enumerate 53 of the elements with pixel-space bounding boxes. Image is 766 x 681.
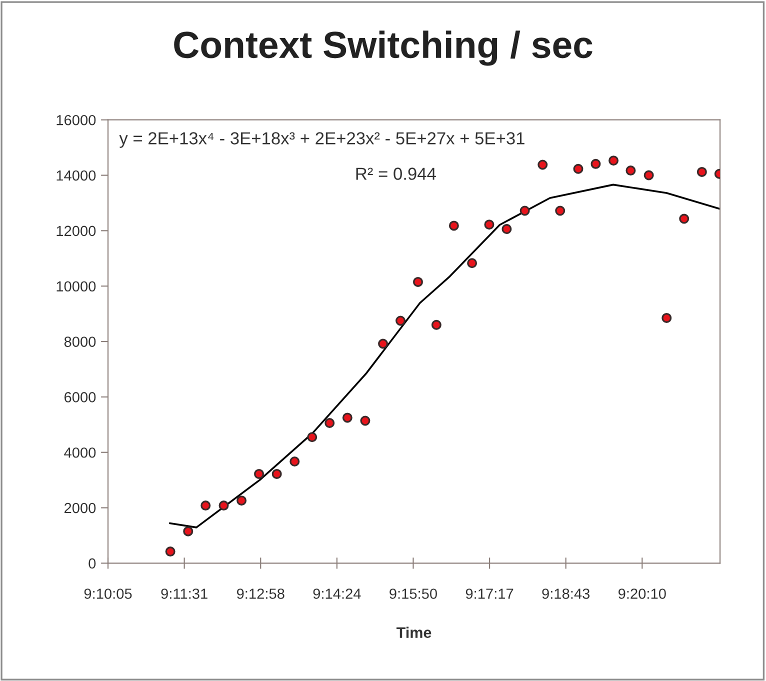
y-tick-label: 16000 bbox=[56, 114, 96, 126]
point bbox=[236, 496, 247, 506]
chart-title: Context Switching / sec bbox=[174, 30, 592, 66]
point bbox=[360, 416, 370, 426]
point bbox=[272, 468, 282, 479]
y-tick-label: 8000 bbox=[64, 336, 96, 347]
x-tick-label: 9:15:50 bbox=[390, 588, 437, 599]
point bbox=[200, 500, 211, 511]
point bbox=[324, 418, 335, 428]
point bbox=[254, 468, 264, 479]
point bbox=[608, 156, 619, 166]
x-tick-label: 9:18:43 bbox=[542, 588, 590, 599]
point bbox=[378, 338, 388, 349]
point bbox=[696, 166, 707, 177]
y-tick-label: 6000 bbox=[64, 392, 96, 402]
y-tick-label: 14000 bbox=[56, 170, 96, 181]
y-tick-label: 10000 bbox=[56, 281, 96, 292]
point bbox=[412, 276, 423, 287]
point bbox=[290, 456, 300, 466]
point bbox=[644, 170, 654, 180]
point bbox=[165, 546, 176, 557]
x-tick-label: 9:17:17 bbox=[466, 588, 514, 599]
point bbox=[626, 166, 636, 176]
x-tick-label: 9:12:58 bbox=[236, 588, 284, 599]
point bbox=[448, 220, 459, 231]
y-tick-label: 2000 bbox=[64, 502, 96, 514]
point bbox=[484, 220, 494, 230]
x-tick-label: 9:20:10 bbox=[618, 588, 666, 599]
point bbox=[307, 432, 318, 442]
point bbox=[538, 160, 548, 170]
line-series bbox=[169, 184, 720, 528]
point bbox=[431, 320, 442, 330]
point bbox=[342, 412, 352, 423]
point bbox=[520, 206, 530, 216]
point bbox=[183, 526, 194, 536]
point bbox=[573, 164, 584, 174]
point bbox=[662, 312, 672, 323]
x-tick-label: 9:11:31 bbox=[161, 588, 208, 599]
y-tick-label: 4000 bbox=[64, 447, 96, 458]
point bbox=[467, 258, 478, 268]
point bbox=[502, 224, 512, 234]
point bbox=[555, 206, 566, 216]
point bbox=[590, 158, 601, 169]
point bbox=[218, 500, 229, 511]
x-axis-title: Time bbox=[396, 626, 432, 638]
annotation: R² = 0.944 bbox=[356, 168, 436, 180]
annotation: y = 2E+13x⁴ - 3E+18x³ + 2E+23x² - 5E+27x + 5E+31 bbox=[119, 132, 524, 148]
x-tick-label: 9:14:24 bbox=[313, 588, 361, 599]
y-tick-label: 0 bbox=[88, 558, 96, 569]
point bbox=[396, 316, 406, 326]
y-tick-label: 12000 bbox=[56, 226, 96, 236]
point bbox=[679, 214, 690, 224]
x-tick-label: 9:10:05 bbox=[84, 588, 132, 599]
